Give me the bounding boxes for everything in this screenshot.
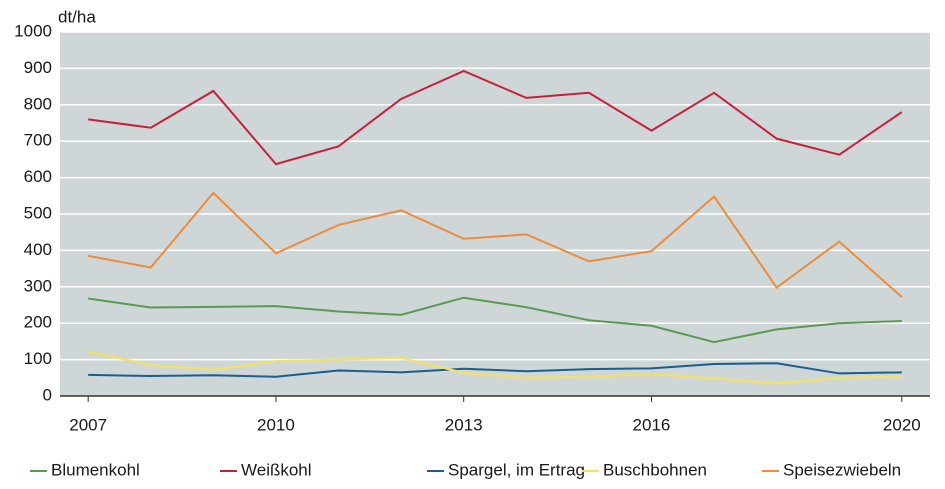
legend-label: Spargel, im Ertrag [448,460,585,479]
y-tick-label: 700 [24,131,52,150]
legend-label: Speisezwiebeln [783,460,901,479]
series-line [87,350,902,385]
series-line [87,191,903,298]
y-tick-label: 300 [24,276,52,295]
series-line [88,296,902,344]
y-tick-label: 100 [24,349,52,368]
y-tick-label: 800 [24,94,52,113]
y-tick-label: 1000 [14,21,52,40]
y-tick-label: 600 [24,167,52,186]
x-tick-label: 2020 [883,415,921,434]
y-tick-label: 0 [43,385,52,404]
series-line [88,362,902,378]
legend-label: Blumenkohl [51,460,140,479]
x-tick-label: 2016 [633,415,671,434]
y-tick-label: 400 [24,240,52,259]
y-tick-label: 500 [24,203,52,222]
x-tick-label: 2007 [69,415,107,434]
legend-label: Weißkohl [241,460,312,479]
y-tick-label: 200 [24,313,52,332]
series-line [88,69,903,166]
legend-label: Buschbohnen [603,460,707,479]
x-tick-label: 2010 [257,415,295,434]
y-tick-label: 900 [24,58,52,77]
x-tick-label: 2013 [445,415,483,434]
y-unit: dt/ha [58,7,96,26]
